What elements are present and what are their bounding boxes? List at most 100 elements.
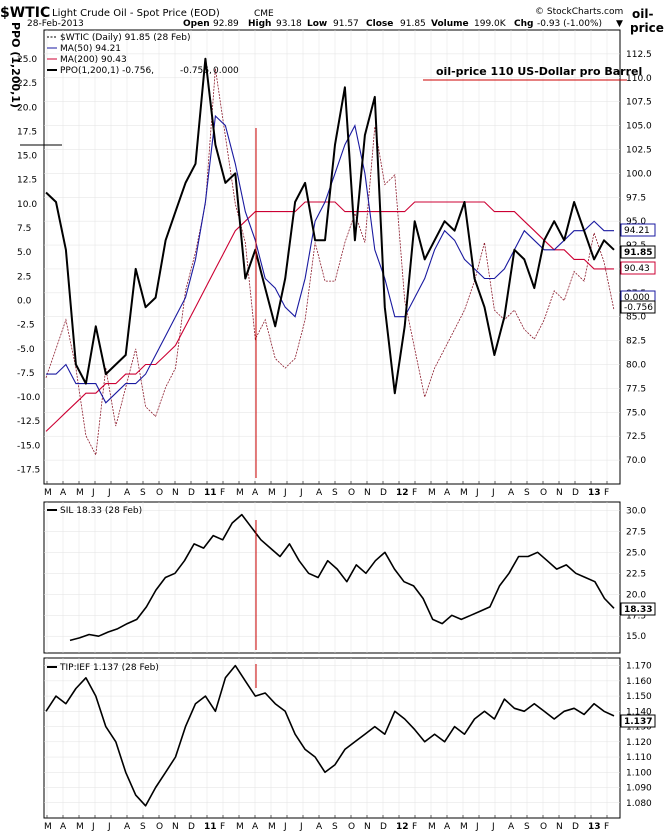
- legend-ma200: MA(200) 90.43: [60, 55, 127, 65]
- x-tick-label-main: M: [460, 488, 468, 498]
- y-tick-label-price: 97.5: [626, 193, 646, 203]
- tip-tag: 1.137: [624, 717, 652, 727]
- tip-legend: TIP:IEF 1.137 (28 Feb): [59, 663, 159, 673]
- tag-ma200: 90.43: [624, 264, 650, 274]
- x-tick-label-bottom: N: [172, 822, 179, 832]
- y-tick-label-sil: 25.0: [626, 548, 646, 558]
- x-tick-label-bottom: M: [460, 822, 468, 832]
- x-tick-label-bottom: A: [124, 822, 131, 832]
- x-tick-label-main: A: [252, 488, 259, 498]
- y-tick-label-price: 102.5: [626, 145, 652, 155]
- y-tick-label-ppo: -15.0: [17, 441, 41, 451]
- x-tick-label-main: A: [60, 488, 67, 498]
- x-tick-label-main: J: [491, 488, 495, 498]
- x-tick-label-main: M: [268, 488, 276, 498]
- x-tick-label-bottom: M: [236, 822, 244, 832]
- x-tick-label-main: D: [380, 488, 387, 498]
- tag-zero: 0.000: [624, 293, 650, 303]
- x-tick-label-main: O: [156, 488, 163, 498]
- symbol: $WTIC: [0, 5, 50, 21]
- y-tick-label-sil: 30.0: [626, 506, 646, 516]
- x-tick-label-bottom: M: [76, 822, 84, 832]
- x-tick-label-bottom: A: [252, 822, 259, 832]
- y-tick-label-ppo: 25.0: [17, 55, 37, 65]
- y-tick-label-price: 107.5: [626, 98, 652, 108]
- y-tick-label-ppo: -5.0: [17, 345, 35, 355]
- x-tick-label-main: O: [348, 488, 355, 498]
- chart-title: Light Crude Oil - Spot Price (EOD): [52, 8, 220, 19]
- y-tick-label-tip: 1.160: [626, 677, 652, 687]
- x-tick-label-main: S: [140, 488, 146, 498]
- y-tick-label-ppo: 17.5: [17, 127, 37, 137]
- y-tick-label-ppo: -10.0: [17, 393, 41, 403]
- y-tick-label-price: 105.0: [626, 122, 652, 132]
- y-tick-label-ppo: 10.0: [17, 200, 37, 210]
- y-tick-label-ppo: 15.0: [17, 152, 37, 162]
- y-tick-label-ppo: -7.5: [17, 369, 35, 379]
- x-tick-label-main: M: [76, 488, 84, 498]
- y-tick-label-price: 82.5: [626, 337, 646, 347]
- y-tick-label-ppo: 7.5: [17, 224, 31, 234]
- x-tick-label-main: D: [188, 488, 195, 498]
- legend-ppo-signal: -0.756,: [180, 66, 212, 76]
- y-tick-label-ppo: 22.5: [17, 79, 37, 89]
- x-tick-label-main: J: [107, 488, 111, 498]
- sil-legend: SIL 18.33 (28 Feb): [60, 506, 142, 516]
- x-tick-label-bottom: D: [188, 822, 195, 832]
- y-tick-label-sil: 17.5: [626, 611, 646, 621]
- x-tick-label-bottom: D: [380, 822, 387, 832]
- tag-ppo-box: [620, 300, 656, 314]
- y-tick-label-sil: 27.5: [626, 527, 646, 537]
- annotation-label: oil-price 110 US-Dollar pro Barrel: [436, 65, 642, 78]
- x-tick-label-bottom: N: [556, 822, 563, 832]
- y-tick-label-ppo: -12.5: [17, 417, 40, 427]
- x-tick-label-bottom: N: [364, 822, 371, 832]
- volume-label: Volume: [431, 19, 469, 29]
- y-tick-label-price: 110.0: [626, 74, 652, 84]
- legend-wtic: $WTIC (Daily) 91.85 (28 Feb): [60, 33, 190, 43]
- sil-tag-box: [620, 602, 656, 616]
- x-tick-label-bottom: S: [140, 822, 146, 832]
- chg-label: Chg: [514, 19, 533, 29]
- close-label: Close: [366, 19, 393, 29]
- right-axis-title-1: oil-: [632, 7, 653, 21]
- y-tick-label-ppo: 12.5: [17, 176, 37, 186]
- x-tick-label-bottom: J: [491, 822, 495, 832]
- y-tick-label-price: 95.0: [626, 217, 646, 227]
- x-tick-label-bottom: S: [332, 822, 338, 832]
- x-tick-label-main: A: [444, 488, 451, 498]
- close-value: 91.85: [400, 19, 426, 29]
- x-tick-label-bottom: A: [508, 822, 515, 832]
- y-tick-label-tip: 1.140: [626, 707, 652, 717]
- x-tick-label-main: F: [220, 488, 225, 498]
- x-tick-label-main: F: [412, 488, 417, 498]
- y-tick-label-price: 80.0: [626, 361, 646, 371]
- x-tick-label-main: D: [572, 488, 579, 498]
- tag-close-box: [620, 245, 656, 259]
- x-tick-label-bottom: 12: [396, 822, 409, 832]
- y-tick-label-sil: 20.0: [626, 590, 646, 600]
- chg-arrow-icon: ▼: [616, 19, 623, 29]
- legend-ma50: MA(50) 94.21: [60, 44, 121, 54]
- y-tick-label-tip: 1.110: [626, 753, 652, 763]
- tag-ma200-box: [620, 261, 656, 275]
- sil-tag: 18.33: [624, 605, 652, 615]
- x-tick-label-main: M: [236, 488, 244, 498]
- x-tick-label-main: S: [332, 488, 338, 498]
- x-tick-label-bottom: J: [475, 822, 479, 832]
- tag-ma50: 94.21: [624, 226, 650, 236]
- series-ma50: [46, 114, 614, 404]
- x-tick-label-main: J: [91, 488, 95, 498]
- tag-ma50-box: [620, 223, 656, 237]
- x-tick-label-bottom: J: [91, 822, 95, 832]
- x-tick-label-main: 11: [204, 488, 217, 498]
- high-value: 93.18: [276, 19, 302, 29]
- x-tick-label-bottom: F: [604, 822, 609, 832]
- y-tick-label-sil: 15.0: [626, 632, 646, 642]
- volume-value: 199.0K: [474, 19, 507, 29]
- x-tick-label-bottom: M: [44, 822, 52, 832]
- y-tick-label-ppo: 2.5: [17, 272, 31, 282]
- x-tick-label-bottom: M: [428, 822, 436, 832]
- left-axis-title: PPO (1,200,1): [9, 22, 22, 108]
